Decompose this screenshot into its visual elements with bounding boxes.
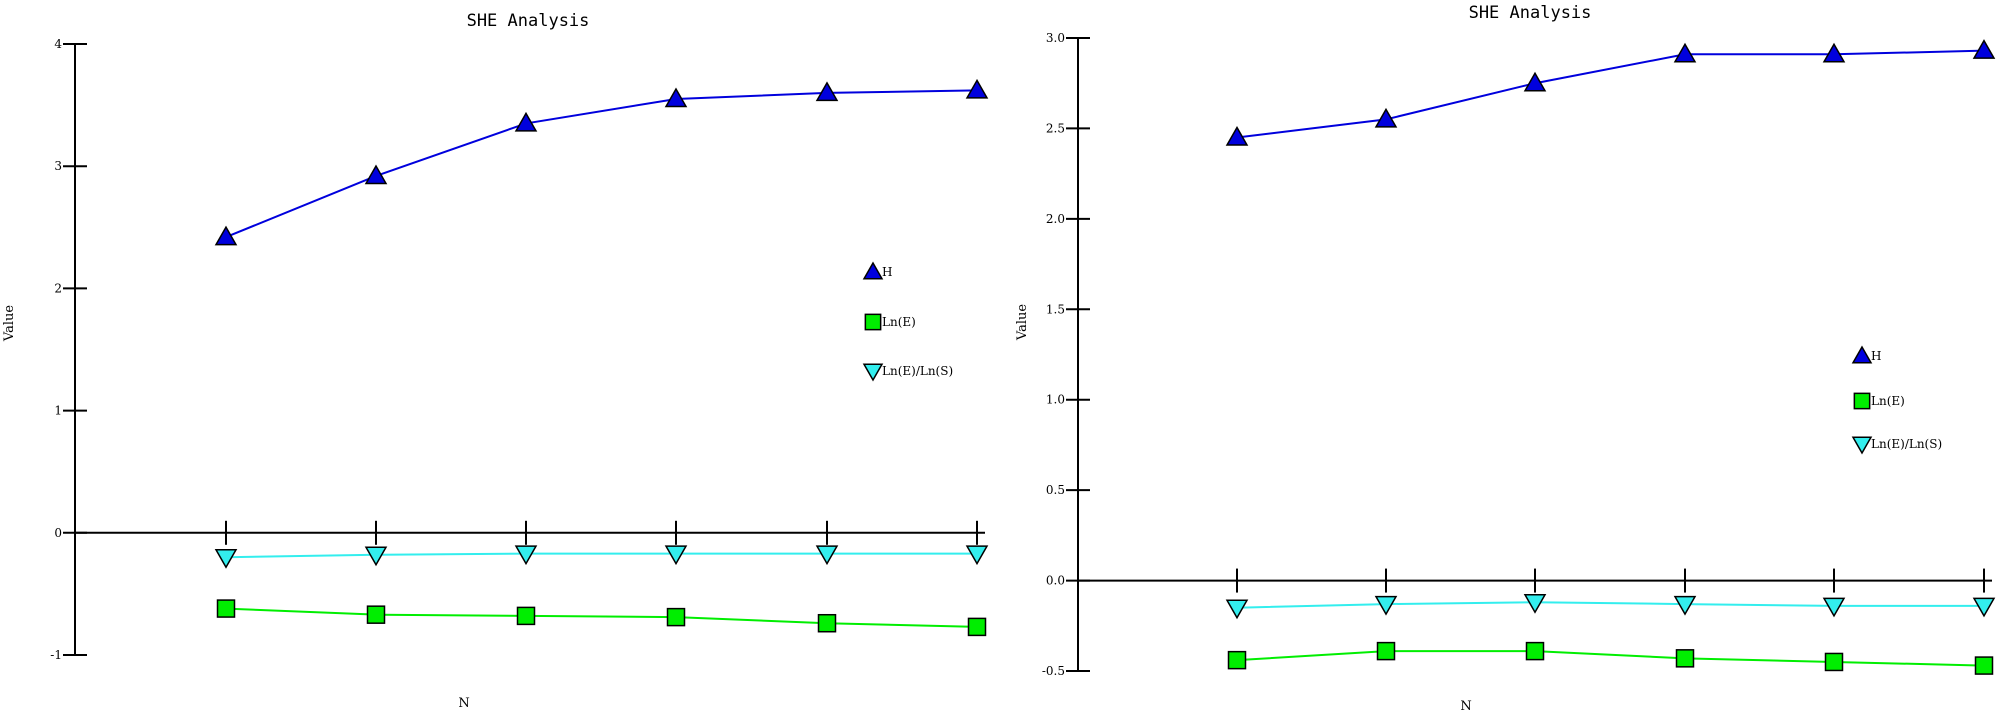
chart-1-y-axis-label: Value — [2, 305, 17, 342]
chart-1-point-ln-e-ln-s — [815, 545, 839, 566]
chart-1-point-ln-e-ln-s — [364, 546, 388, 567]
chart-1-legend-marker-h — [862, 261, 884, 280]
chart-2-y-tick-label: 2.0 — [1046, 212, 1065, 226]
chart-1-legend: H Ln(E) Ln(E)/Ln(S) — [862, 261, 953, 382]
chart-2-point-h — [1673, 42, 1697, 63]
chart-2-point-ln-e-ln-s — [1523, 594, 1547, 614]
chart-2-series — [1225, 39, 1996, 675]
chart-2-y-tick-label: 0.5 — [1046, 483, 1065, 497]
chart-1-point-h — [514, 111, 538, 132]
chart-2-point-h — [1374, 107, 1398, 128]
chart-2-series-line-ln-e — [1236, 650, 1985, 667]
chart-1-y-tick-label: 0 — [54, 526, 62, 540]
chart-1-title: SHE Analysis — [467, 11, 590, 31]
chart-2-point-h — [1523, 71, 1547, 92]
chart-1-legend-label-ln-e-ln-s: Ln(E)/Ln(S) — [882, 364, 953, 378]
chart-2-legend-marker-ln-e-ln-s — [1851, 436, 1873, 455]
chart-2-x-axis-label: N — [1460, 699, 1471, 714]
chart-2: SHE Analysis N Value 3.0 2.5 2.0 1.5 1.0 0.5 0… — [1015, 3, 1996, 714]
chart-1-point-h — [965, 78, 989, 99]
chart-2-title: SHE Analysis — [1469, 3, 1592, 23]
chart-1-series — [214, 78, 989, 637]
chart-2-y-tick-label: 2.5 — [1046, 121, 1065, 135]
chart-2-point-ln-e — [1376, 641, 1396, 661]
chart-2-point-ln-e-ln-s — [1972, 597, 1996, 618]
chart-2-point-ln-e-ln-s — [1225, 599, 1249, 620]
chart-1-point-ln-e — [967, 617, 987, 637]
chart-1-y-tick-label: 2 — [54, 281, 62, 295]
chart-2-point-ln-e — [1824, 652, 1844, 672]
chart-2-legend: H Ln(E) Ln(E)/Ln(S) — [1851, 345, 1942, 455]
chart-1-point-ln-e-ln-s — [214, 548, 238, 569]
chart-2-point-ln-e — [1675, 649, 1695, 668]
chart-1-series-line-h — [225, 89, 978, 239]
chart-2-legend-label-ln-e-ln-s: Ln(E)/Ln(S) — [1871, 437, 1942, 451]
chart-2-point-ln-e — [1525, 641, 1545, 661]
chart-1-point-h — [664, 87, 688, 108]
chart-1-y-tick-label: -1 — [50, 648, 62, 662]
chart-2-point-ln-e-ln-s — [1374, 595, 1398, 616]
chart-2-y-tick-label: -0.5 — [1042, 664, 1065, 678]
chart-1-x-axis-label: N — [458, 696, 469, 711]
chart-1-point-ln-e-ln-s — [514, 545, 538, 566]
chart-1-legend-label-ln-e: Ln(E) — [882, 315, 916, 329]
chart-1-point-ln-e-ln-s — [965, 545, 989, 566]
chart-2-y-tick-label: 1.5 — [1046, 302, 1065, 316]
chart-1: SHE Analysis N Value 4 3 2 1 0 -1 H Ln(E) Ln(E)… — [2, 11, 989, 711]
chart-2-legend-label-h: H — [1871, 349, 1881, 363]
chart-2-y-tick-label: 3.0 — [1046, 31, 1065, 45]
chart-1-series-line-ln-e — [225, 607, 978, 628]
chart-2-point-ln-e-ln-s — [1822, 597, 1846, 618]
chart-2-point-h — [1972, 39, 1996, 59]
chart-2-y-axis-label: Value — [1015, 304, 1030, 341]
chart-2-series-line-ln-e-ln-s — [1236, 601, 1984, 609]
chart-2-legend-marker-ln-e — [1853, 392, 1871, 410]
chart-2-legend-marker-h — [1851, 345, 1873, 364]
chart-2-y-tick-label: 0.0 — [1046, 574, 1065, 588]
chart-2-series-line-h — [1236, 49, 1985, 139]
chart-1-axes: 4 3 2 1 0 -1 — [50, 37, 985, 662]
chart-1-y-tick-label: 1 — [54, 404, 62, 418]
chart-2-point-ln-e — [1227, 650, 1247, 670]
chart-1-legend-marker-ln-e — [864, 313, 882, 331]
chart-1-y-tick-label: 4 — [54, 37, 62, 51]
chart-1-legend-label-h: H — [882, 265, 892, 279]
chart-1-legend-marker-ln-e-ln-s — [862, 363, 884, 382]
chart-1-point-h — [214, 225, 238, 246]
chart-1-point-ln-e-ln-s — [664, 545, 688, 566]
chart-1-point-h — [364, 164, 388, 185]
chart-1-y-tick-label: 3 — [54, 159, 62, 173]
chart-2-point-ln-e-ln-s — [1673, 595, 1697, 616]
chart-2-legend-label-ln-e: Ln(E) — [1871, 394, 1905, 408]
chart-1-point-ln-e — [516, 606, 536, 626]
chart-2-y-tick-label: 1.0 — [1046, 393, 1065, 407]
chart-1-point-ln-e — [817, 613, 837, 633]
chart-1-point-ln-e — [666, 607, 686, 627]
chart-1-point-ln-e — [216, 599, 236, 618]
chart-2-point-ln-e — [1974, 656, 1994, 675]
chart-1-point-ln-e — [366, 605, 386, 624]
chart-1-point-h — [815, 81, 839, 102]
chart-1-series-line-ln-e-ln-s — [225, 552, 977, 559]
chart-2-point-h — [1822, 42, 1846, 63]
chart-2-point-h — [1225, 125, 1249, 146]
chart-2-axes: 3.0 2.5 2.0 1.5 1.0 0.5 0.0 -0.5 — [1042, 31, 1992, 678]
